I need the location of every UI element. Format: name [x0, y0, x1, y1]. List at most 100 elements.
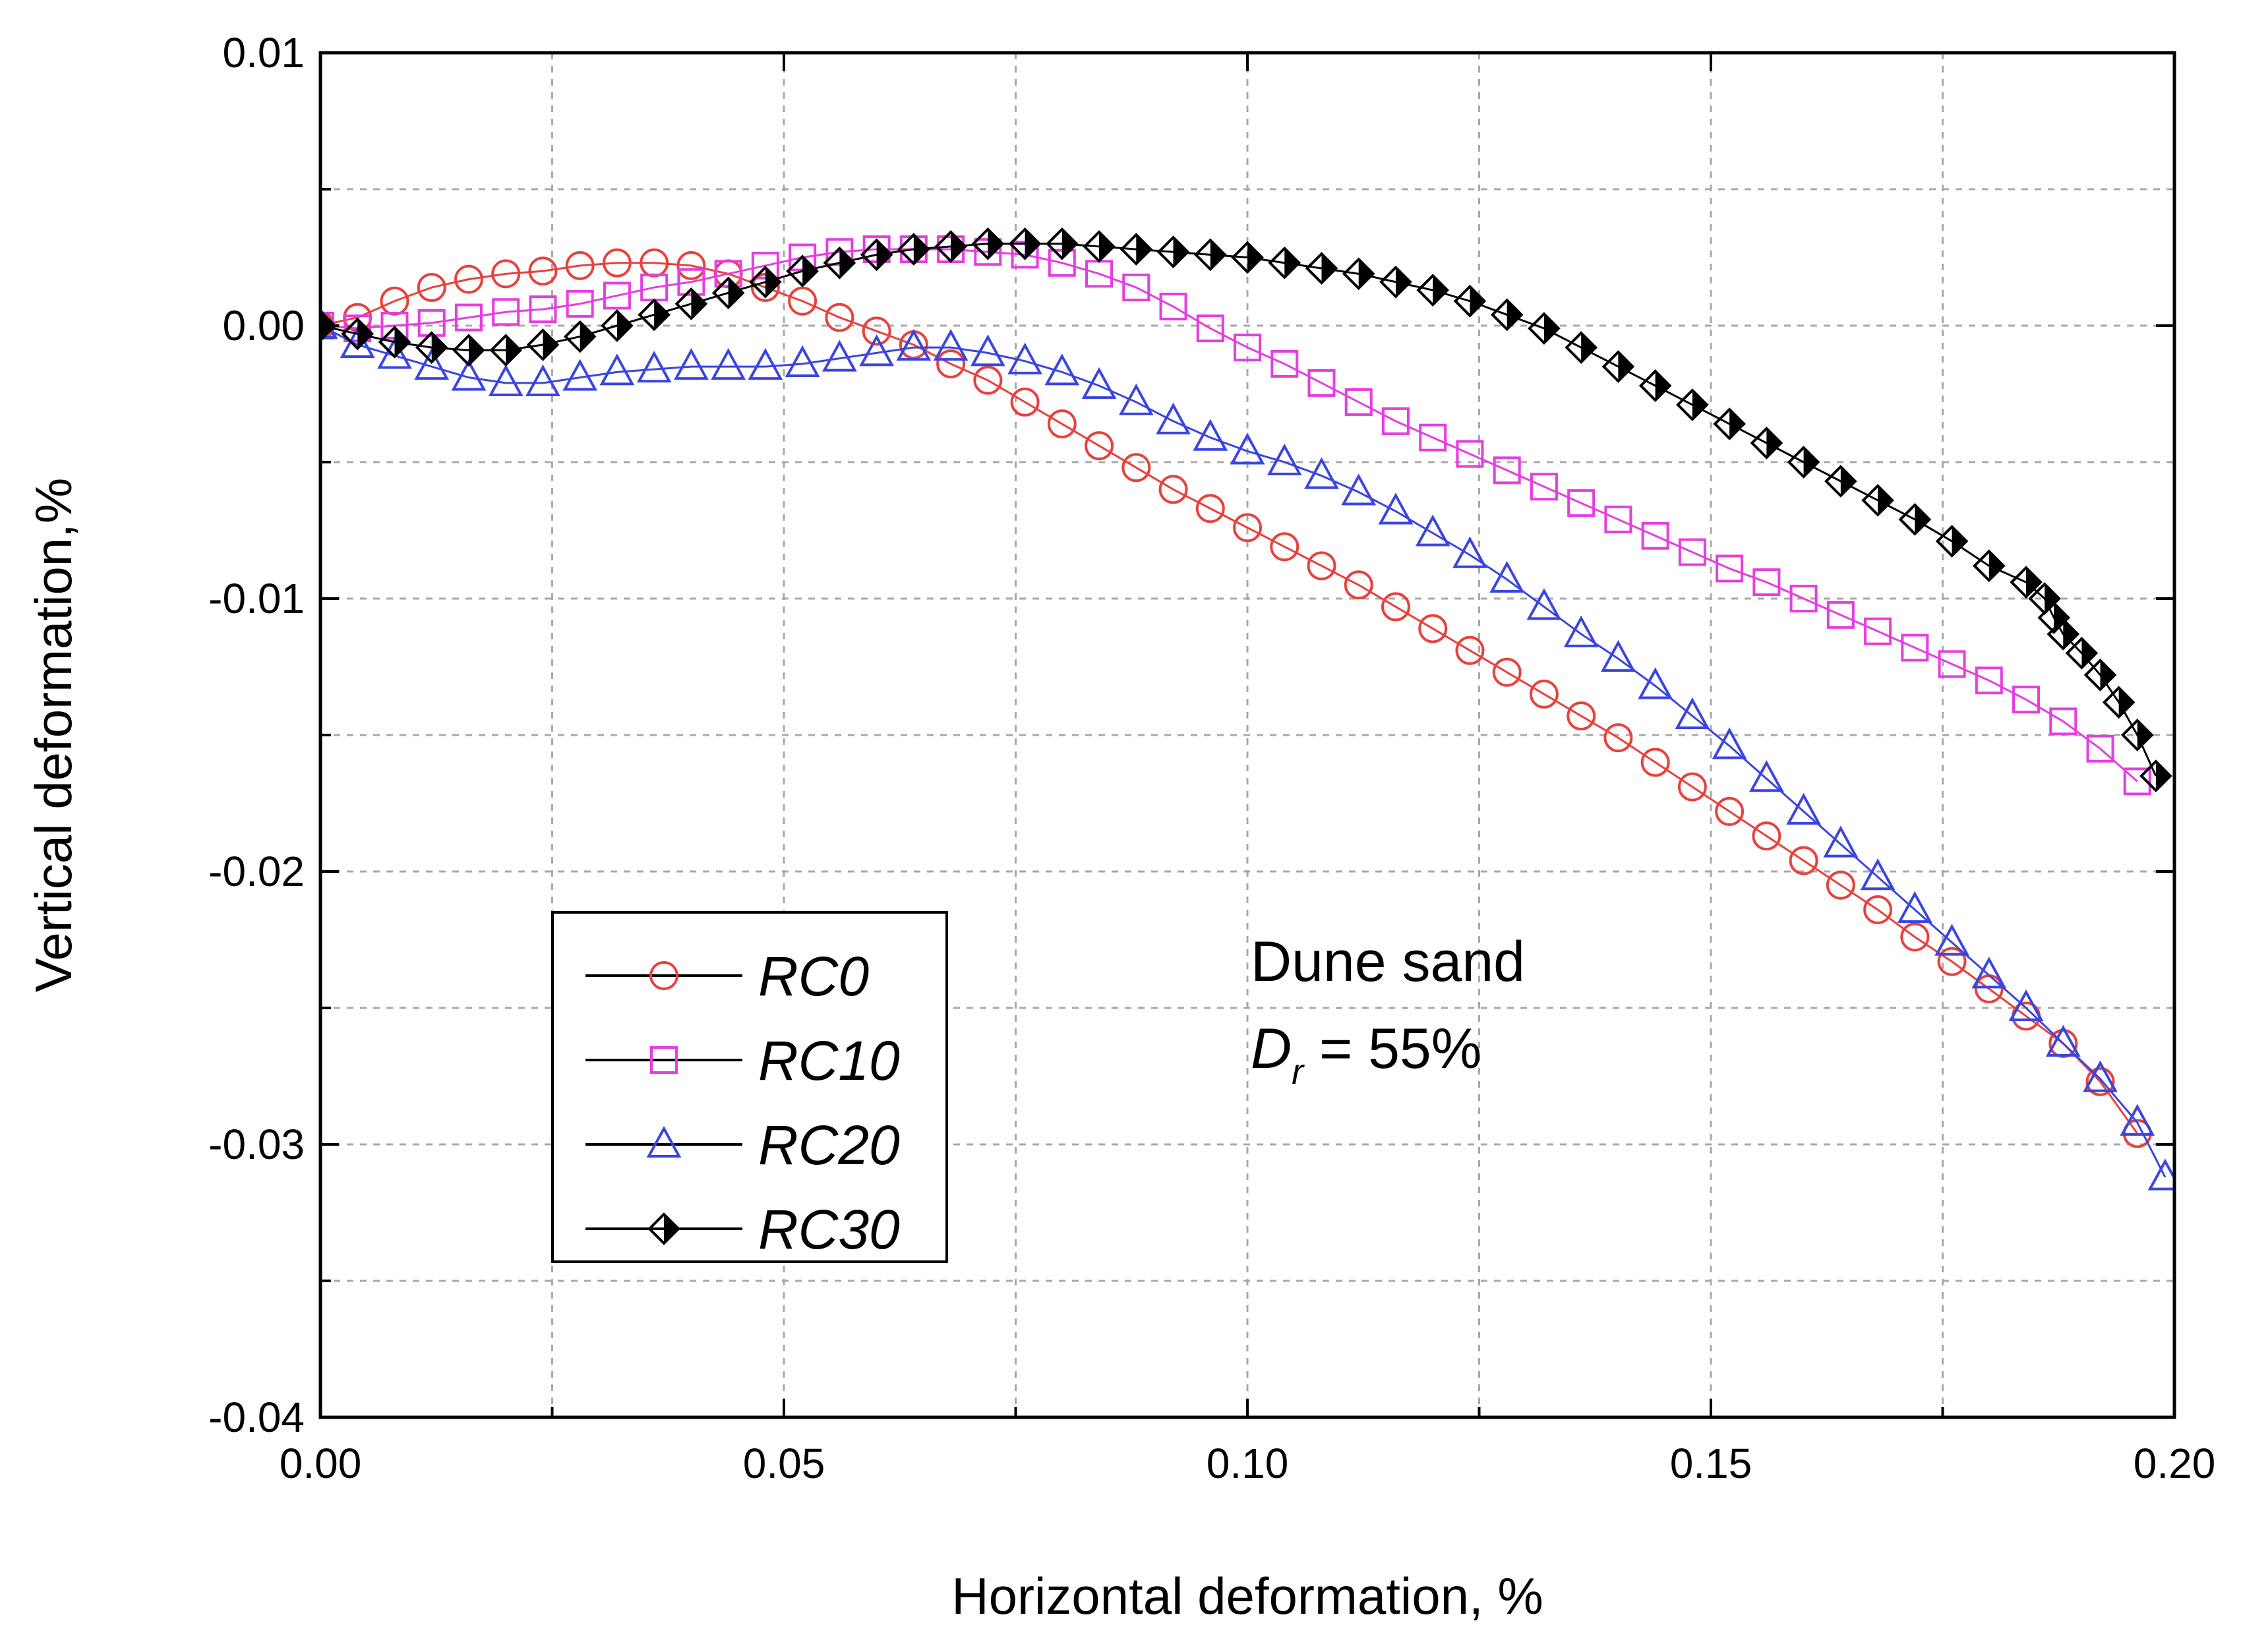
marker-fill [1988, 551, 2004, 581]
annotation-subscript: r [1292, 1052, 1305, 1092]
marker-outline [1750, 427, 1783, 459]
data-point [711, 347, 746, 380]
legend-label-rc30: RC30 [758, 1198, 900, 1260]
data-point [2047, 617, 2080, 651]
legend-marker-rc30 [647, 1212, 680, 1245]
marker-fill [1840, 466, 1855, 496]
data-point [2049, 707, 2077, 736]
data-point [1677, 772, 1707, 802]
data-point [674, 347, 709, 380]
data-point [1975, 666, 2003, 695]
data-point [378, 326, 411, 359]
annotation-value: = 55% [1303, 1017, 1481, 1080]
marker-outline [2120, 719, 2154, 752]
marker-fill [1655, 371, 1670, 401]
data-point [1938, 650, 1966, 678]
series-rc20 [320, 307, 2174, 1191]
data-point [1304, 457, 1339, 489]
data-point [1972, 549, 2006, 583]
data-point [1823, 825, 1859, 858]
data-point [2065, 636, 2099, 670]
marker-fill [394, 327, 409, 357]
data-point [1640, 748, 1670, 777]
marker-outline [1342, 257, 1375, 291]
marker-outline [674, 287, 708, 320]
data-point [1156, 235, 1190, 269]
data-point [1344, 388, 1373, 416]
marker-fill [2026, 568, 2041, 597]
marker-fill [1136, 235, 1151, 264]
data-point [785, 345, 820, 377]
y-tick-label: -0.02 [208, 848, 305, 895]
marker-outline [2047, 617, 2080, 651]
data-point [1120, 233, 1153, 266]
data-point [1900, 922, 1930, 952]
data-point [1159, 293, 1187, 321]
data-point [1526, 588, 1562, 620]
data-point [2102, 686, 2136, 719]
data-point [1937, 947, 1967, 976]
data-point [2086, 734, 2114, 763]
legend-label-rc10: RC10 [758, 1030, 900, 1092]
data-point [1122, 274, 1150, 302]
y-tick-label: 0.01 [222, 29, 305, 76]
marker-fill [1729, 409, 1745, 439]
marker-fill [1025, 229, 1040, 258]
data-point [1492, 657, 1522, 687]
data-point [1270, 532, 1300, 562]
marker-outline [711, 276, 745, 310]
data-point [1196, 314, 1224, 343]
marker-fill [1543, 314, 1559, 343]
data-point [1748, 760, 1784, 792]
data-point [599, 353, 635, 386]
marker-outline [1008, 227, 1042, 260]
data-point [1379, 265, 1412, 299]
data-point [602, 248, 632, 278]
marker-fill [1878, 485, 1893, 515]
marker-outline [786, 254, 819, 288]
marker-fill [431, 333, 446, 363]
marker-outline [934, 230, 967, 263]
marker-outline [1193, 238, 1227, 272]
marker-fill [1210, 240, 1225, 270]
marker-outline [1565, 331, 1598, 364]
data-point [1863, 895, 1893, 924]
data-point [1565, 331, 1598, 364]
data-point [676, 251, 706, 280]
data-point [1081, 367, 1117, 399]
marker-fill [1470, 286, 1485, 316]
marker-fill [1321, 254, 1336, 283]
data-point [1307, 369, 1336, 397]
data-point [529, 295, 557, 324]
data-point [1121, 453, 1151, 483]
data-point [1008, 227, 1042, 260]
data-point [897, 233, 930, 266]
data-point [1789, 846, 1818, 875]
marker-fill [2118, 688, 2134, 717]
data-point [973, 365, 1003, 395]
data-point [1563, 615, 1599, 647]
data-point [1567, 701, 1596, 731]
data-point [1231, 241, 1264, 274]
data-point [1378, 492, 1414, 525]
marker-fill [543, 330, 558, 359]
data-point [1419, 423, 1447, 452]
legend-label-rc20: RC20 [758, 1114, 900, 1176]
data-point [862, 316, 891, 346]
marker-outline [1268, 246, 1301, 280]
data-point [2083, 1060, 2118, 1092]
data-point [1230, 432, 1265, 465]
data-point [674, 287, 708, 320]
data-point [2120, 1104, 2155, 1136]
data-point [454, 303, 483, 332]
x-tick-label: 0.05 [743, 1440, 825, 1487]
data-point [1786, 792, 1821, 825]
series-line [320, 324, 2166, 1178]
data-point [489, 334, 523, 367]
data-point [970, 334, 1005, 367]
annotation-symbol: D [1251, 1017, 1292, 1080]
marker-fill [357, 319, 373, 349]
data-point [638, 298, 671, 332]
marker-outline [971, 227, 1005, 260]
data-point [1452, 536, 1487, 568]
